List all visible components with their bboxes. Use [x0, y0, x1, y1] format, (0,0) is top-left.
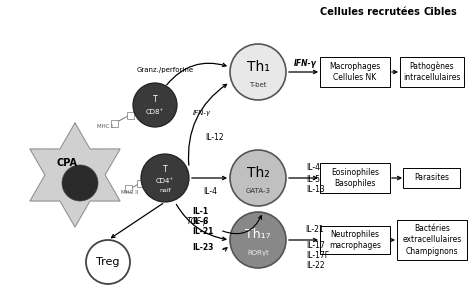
- Text: IL-1: IL-1: [192, 208, 208, 217]
- Text: Th₂: Th₂: [246, 166, 269, 180]
- Text: IL-13: IL-13: [306, 186, 325, 195]
- Text: IL-22: IL-22: [306, 260, 325, 269]
- Text: Parasites: Parasites: [414, 173, 449, 182]
- Circle shape: [141, 154, 189, 202]
- Circle shape: [230, 212, 286, 268]
- Bar: [111, 120, 118, 127]
- FancyBboxPatch shape: [397, 220, 467, 260]
- Text: MHC I: MHC I: [97, 124, 113, 129]
- Text: Macrophages
Cellules NK: Macrophages Cellules NK: [329, 62, 381, 82]
- Text: IL-23: IL-23: [192, 244, 213, 252]
- Text: MHC II: MHC II: [121, 190, 139, 195]
- Text: IL-17F: IL-17F: [306, 250, 329, 260]
- Text: IFN-γ: IFN-γ: [193, 110, 211, 116]
- FancyBboxPatch shape: [320, 226, 390, 254]
- Text: CD4⁺: CD4⁺: [156, 178, 174, 184]
- Polygon shape: [30, 123, 120, 227]
- Text: CD8⁺: CD8⁺: [146, 109, 164, 115]
- FancyBboxPatch shape: [400, 57, 464, 87]
- Text: Th₁: Th₁: [246, 60, 269, 74]
- Text: IL-6: IL-6: [192, 217, 208, 227]
- Text: IL-21: IL-21: [192, 228, 213, 236]
- Text: IL-5: IL-5: [306, 175, 320, 184]
- Text: Cellules recrutées: Cellules recrutées: [320, 7, 420, 17]
- Text: IL-17: IL-17: [306, 241, 325, 249]
- Bar: [127, 112, 134, 119]
- Text: IL-21: IL-21: [305, 225, 324, 235]
- Text: T: T: [163, 165, 167, 175]
- Circle shape: [133, 83, 177, 127]
- Text: Granz./perforine: Granz./perforine: [137, 67, 193, 73]
- Text: Eosinophiles
Basophiles: Eosinophiles Basophiles: [331, 168, 379, 188]
- Text: Bactéries
extracellulaires
Champignons: Bactéries extracellulaires Champignons: [402, 225, 462, 256]
- Circle shape: [86, 240, 130, 284]
- Text: Th₁₇: Th₁₇: [245, 228, 271, 241]
- Text: T-bet: T-bet: [249, 82, 267, 88]
- FancyBboxPatch shape: [403, 168, 461, 188]
- Text: Cibles: Cibles: [423, 7, 457, 17]
- Bar: [125, 185, 132, 192]
- Text: Pathogènes
intracellulaires: Pathogènes intracellulaires: [403, 62, 461, 82]
- Text: TGF-β: TGF-β: [187, 217, 209, 225]
- Bar: [137, 180, 144, 187]
- Text: IFN-γ: IFN-γ: [293, 59, 317, 69]
- Text: T: T: [153, 96, 157, 105]
- Circle shape: [230, 150, 286, 206]
- Text: IL-4: IL-4: [203, 187, 217, 197]
- Text: naïf: naïf: [159, 189, 171, 194]
- Text: CPA: CPA: [56, 158, 78, 168]
- Text: IL-4: IL-4: [306, 164, 320, 173]
- FancyBboxPatch shape: [320, 163, 390, 193]
- Text: GATA-3: GATA-3: [246, 188, 271, 194]
- Text: IL-12: IL-12: [206, 133, 224, 143]
- Text: Treg: Treg: [96, 257, 120, 267]
- FancyBboxPatch shape: [320, 57, 390, 87]
- Text: Neutrophiles
macrophages: Neutrophiles macrophages: [329, 230, 381, 250]
- Text: RORγt: RORγt: [247, 250, 269, 256]
- Circle shape: [230, 44, 286, 100]
- Circle shape: [62, 165, 98, 201]
